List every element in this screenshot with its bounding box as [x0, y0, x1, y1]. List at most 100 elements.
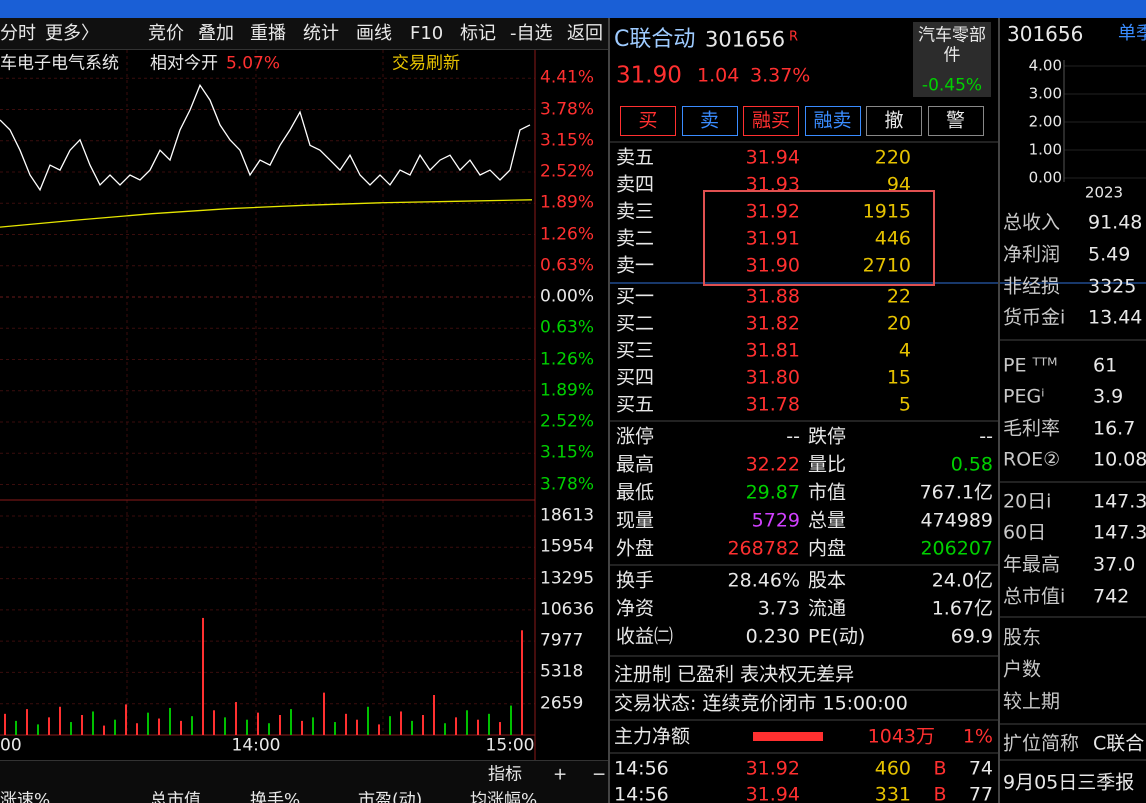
action-button[interactable]	[681, 106, 738, 136]
trade-qty: 331	[874, 783, 911, 803]
toolbar-button[interactable]: 分时	[0, 23, 36, 44]
industry-change: -0.45%	[921, 75, 983, 96]
action-label[interactable]: 警	[945, 109, 966, 132]
volume-bar	[323, 692, 325, 735]
action-label[interactable]: 卖	[699, 109, 720, 132]
book-level: 卖五	[616, 146, 655, 169]
side-label: 毛利率	[1003, 417, 1061, 440]
volume-bar	[26, 709, 28, 735]
book-price: 31.93	[745, 173, 800, 196]
volume-bar	[125, 704, 127, 735]
book-level: 买四	[616, 366, 655, 389]
volume-bar	[455, 717, 457, 735]
time-tick-label: 14:00	[231, 735, 281, 756]
toolbar-button[interactable]: 返回	[567, 23, 603, 44]
mini-year: 2023	[1084, 183, 1124, 202]
action-label[interactable]: 融买	[751, 109, 791, 132]
volume-bar	[510, 705, 512, 735]
toolbar-button[interactable]: 标记	[460, 23, 496, 44]
price-tick-label: 3.15%	[540, 442, 595, 463]
trade-count: 77	[968, 783, 993, 803]
action-button[interactable]	[866, 106, 922, 136]
book-level: 卖一	[616, 254, 655, 277]
side-label: 较上期	[1003, 690, 1061, 713]
volume-tick-label: 13295	[540, 568, 595, 589]
action-label[interactable]: 撤	[884, 109, 904, 132]
action-button[interactable]	[620, 106, 676, 136]
volume-bar	[477, 719, 479, 735]
book-price: 31.78	[745, 393, 800, 416]
volume-bar	[37, 724, 39, 735]
volume-bar	[279, 714, 281, 735]
price-tick-label: 1.89%	[540, 380, 595, 401]
book-qty: 5	[898, 393, 911, 416]
volume-bar	[59, 706, 61, 735]
toolbar-button[interactable]: 竞价	[148, 23, 184, 44]
side-value: 3325	[1088, 275, 1137, 298]
period-tab[interactable]: 单季	[1118, 23, 1146, 44]
book-level: 卖三	[616, 200, 655, 223]
toolbar-button[interactable]: 画线	[356, 23, 392, 44]
book-level: 卖四	[616, 173, 655, 196]
action-label[interactable]: 买	[638, 109, 658, 132]
side-label: 总市值i	[1003, 585, 1066, 608]
toolbar-button[interactable]: 更多〉	[45, 23, 99, 44]
book-qty: 1915	[862, 200, 911, 223]
volume-tick-label: 15954	[540, 536, 595, 557]
column-header: 换手%	[250, 790, 301, 803]
toolbar-button[interactable]: 重播	[250, 23, 286, 44]
refresh-button[interactable]: 交易刷新	[392, 53, 460, 74]
stat-label: 净资	[616, 597, 655, 620]
action-button[interactable]	[804, 106, 861, 136]
action-label[interactable]: 融卖	[813, 109, 852, 132]
trade-price: 31.94	[745, 783, 800, 803]
volume-bar	[235, 702, 237, 735]
book-level: 买五	[616, 393, 655, 416]
toolbar-button[interactable]: F10	[410, 23, 444, 44]
action-button[interactable]	[927, 106, 984, 136]
indicator-button[interactable]: 指标	[488, 764, 522, 785]
price-tick-label: 1.89%	[540, 192, 595, 213]
toolbar-button[interactable]: 叠加	[198, 23, 234, 44]
volume-tick-label: 7977	[540, 630, 584, 651]
volume-bar	[48, 717, 50, 735]
time-tick-label: 00	[0, 735, 22, 756]
volume-bar	[345, 713, 347, 735]
toolbar-button[interactable]: -自选	[510, 23, 553, 44]
main-flow-label: 主力净额	[614, 725, 691, 748]
side-label: 非经损	[1003, 275, 1061, 298]
badge: R	[789, 29, 799, 45]
column-header: 市盈(动)	[358, 790, 423, 803]
volume-bar	[114, 719, 116, 735]
book-qty: 94	[886, 173, 911, 196]
stock-name: C联合动	[614, 27, 696, 52]
action-button[interactable]	[743, 106, 799, 136]
indicator-button[interactable]: −	[592, 764, 607, 785]
stat-label: 现量	[616, 509, 655, 532]
side-label: 扩位简称	[1003, 732, 1080, 755]
side-value: 147.3	[1093, 521, 1146, 544]
book-qty: 15	[886, 366, 911, 389]
toolbar-button[interactable]: 统计	[303, 23, 339, 44]
side-label: 户数	[1003, 658, 1042, 681]
book-qty: 2710	[862, 254, 911, 277]
volume-bar	[213, 710, 215, 735]
side-value: 147.3	[1093, 490, 1146, 513]
book-price: 31.92	[745, 200, 800, 223]
side-label: 20日i	[1003, 490, 1052, 513]
volume-bar	[411, 720, 413, 735]
trade-status: 交易状态: 连续竞价闭市 15:00:00	[614, 692, 908, 715]
mini-axis-label: 2.00	[1028, 112, 1062, 131]
stat-label: 收益㈡	[616, 625, 674, 648]
side-value: C联合	[1093, 732, 1145, 755]
book-price: 31.90	[745, 254, 800, 277]
volume-bar	[257, 712, 259, 735]
book-price: 31.80	[745, 366, 800, 389]
stat-label: 外盘	[616, 537, 655, 560]
time-tick-label: 15:00	[485, 735, 535, 756]
side-label: 货币金i	[1003, 306, 1066, 329]
trade-time: 14:56	[614, 783, 669, 803]
indicator-button[interactable]: +	[553, 764, 568, 785]
side-value: 3.9	[1093, 385, 1124, 408]
